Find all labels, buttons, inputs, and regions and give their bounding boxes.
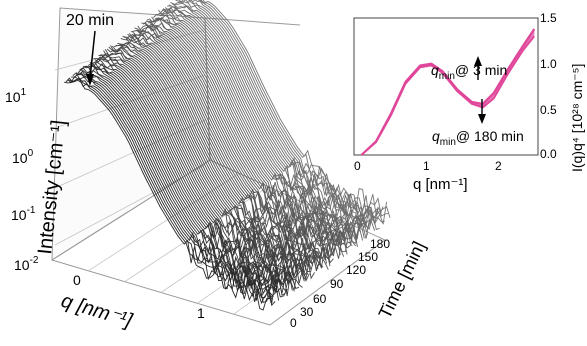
surface-trace <box>135 27 343 259</box>
inset-x-tick-label: 0 <box>354 159 361 173</box>
z-tick-label: 10-1 <box>11 205 36 223</box>
surface-trace <box>74 72 281 295</box>
x-tick-label: 0 <box>73 272 81 288</box>
surface-trace <box>149 18 357 247</box>
surface-trace <box>171 2 379 224</box>
surface-trace <box>72 72 280 304</box>
surface-trace <box>139 24 346 247</box>
time-tick-label: 120 <box>346 263 366 277</box>
time-tick-label: 180 <box>370 237 390 251</box>
surface-trace <box>94 56 302 283</box>
qmin-arrow <box>474 56 482 80</box>
annotation-arrow <box>86 30 96 86</box>
inset-plot: qmin@ 3 min qmin@ 180 min 1.5 1.0 0.5 0.… <box>353 11 585 193</box>
surface-trace <box>164 6 372 230</box>
surface-trace <box>77 68 285 293</box>
inset-x-axis-label: q [nm⁻¹] <box>413 176 468 193</box>
inset-frame <box>353 17 539 156</box>
surface-trace <box>89 61 297 292</box>
x-tick-label: 1 <box>197 305 205 321</box>
time-tick-label: 0 <box>290 316 297 330</box>
surface-trace <box>190 0 386 226</box>
z-tick-label: 100 <box>12 148 34 166</box>
surface-trace <box>64 79 271 311</box>
z-tick-label: 101 <box>5 87 27 105</box>
inset-x-tick-label: 1 <box>423 159 430 173</box>
surface-trace <box>158 9 365 239</box>
surface-trace <box>178 0 384 225</box>
surface-trace <box>86 63 293 291</box>
time-tick-label: 30 <box>300 305 314 319</box>
surface-trace <box>101 54 309 278</box>
qmin-arrow <box>478 99 486 124</box>
surface-trace <box>127 33 334 264</box>
surface-trace <box>113 44 321 272</box>
surface-trace <box>111 45 319 275</box>
z-tick-labels: 101 100 10-1 10-2 <box>5 87 39 273</box>
surface-trace <box>93 58 300 289</box>
surface-trace <box>67 76 274 303</box>
surface-trace <box>108 46 315 280</box>
time-tick-label: 90 <box>330 277 344 291</box>
inset-y-ticks: 1.5 1.0 0.5 0.0 <box>540 11 557 161</box>
surface-trace <box>173 0 380 230</box>
surface-trace <box>69 77 276 307</box>
inset-y-axis-label: I(q)q⁴ [10²⁸ cm⁻⁵] <box>569 64 585 172</box>
surface-trace <box>159 8 367 241</box>
surface-trace <box>71 73 278 298</box>
inset-x-tick-label: 2 <box>495 159 502 173</box>
time-tick-labels: 0 30 60 90 120 150 180 <box>290 237 390 330</box>
surface-trace <box>151 16 358 248</box>
surface-trace <box>103 50 310 282</box>
surface-trace <box>152 13 360 244</box>
inset-curves <box>360 28 536 156</box>
inset-y-tick-label: 0.0 <box>540 147 557 161</box>
surface-trace <box>194 0 388 225</box>
surface-trace <box>91 58 298 293</box>
surface-trace <box>76 70 283 300</box>
qmin-180min-label: qmin@ 180 min <box>432 128 524 148</box>
surface-trace <box>115 41 322 269</box>
surface-trace <box>141 22 348 255</box>
time-tick-label: 150 <box>358 250 378 264</box>
z-tick-label: 10-2 <box>14 255 39 273</box>
inset-y-tick-label: 1.0 <box>540 57 557 71</box>
surface-trace <box>130 29 338 258</box>
surface-trace <box>144 21 351 249</box>
x-axis-label: q [nm⁻¹] <box>59 290 135 332</box>
grid-line <box>54 164 206 246</box>
annotation-20-min: 20 min <box>66 12 114 29</box>
qmin-3min-label: qmin@ 3 min <box>431 62 507 82</box>
inset-series-line <box>361 34 535 156</box>
surface-trace <box>156 11 364 242</box>
grid-line <box>54 119 206 189</box>
inset-y-tick-label: 0.5 <box>540 103 557 117</box>
surface-trace <box>146 18 353 247</box>
surface-trace <box>167 5 374 232</box>
time-tick-label: 60 <box>313 292 327 306</box>
intensity-surface <box>64 0 391 311</box>
surface-trace <box>170 1 377 227</box>
surface-trace <box>119 41 326 269</box>
surface-trace <box>80 66 288 298</box>
surface-trace <box>161 7 369 240</box>
inset-y-tick-label: 1.5 <box>540 11 557 25</box>
surface-trace <box>155 14 362 233</box>
